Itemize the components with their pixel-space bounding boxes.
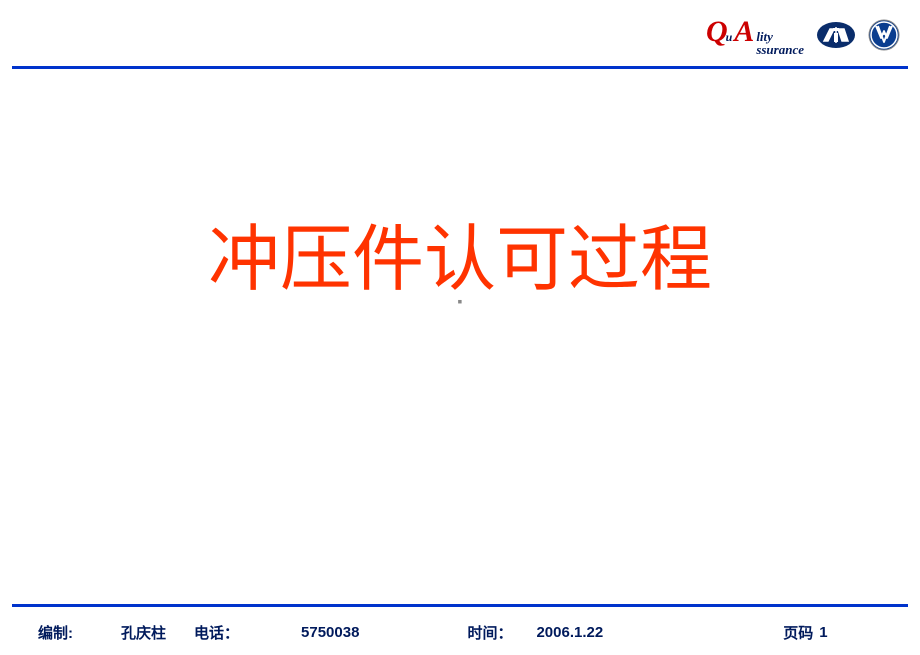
slide-header: Q u A lity ssurance	[0, 0, 920, 70]
qa-letter-a: A	[734, 15, 754, 49]
footer-time-label: 时间：	[467, 622, 512, 643]
footer-page-label: 页码	[783, 622, 813, 643]
qa-ssurance: ssurance	[756, 43, 804, 56]
center-dot: ▪	[458, 295, 463, 311]
qa-letter-u: u	[726, 30, 733, 45]
header-divider	[12, 66, 908, 69]
footer-phone-value: 5750038	[301, 624, 359, 641]
footer-author-value: 孔庆柱	[121, 622, 166, 643]
slide-footer: 编制: 孔庆柱 电话： 5750038 时间： 2006.1.22 页码 1	[0, 609, 920, 655]
footer-page-value: 1	[819, 624, 827, 641]
footer-time-value: 2006.1.22	[536, 624, 603, 641]
qa-lity: lity	[756, 30, 804, 43]
qa-letter-q: Q	[706, 15, 728, 49]
footer-divider	[12, 604, 908, 607]
vw-logo-icon	[868, 19, 900, 51]
qa-logo: Q u A lity ssurance	[706, 15, 804, 56]
slide-title: 冲压件认可过程	[0, 200, 920, 305]
faw-logo-icon	[816, 21, 856, 49]
qa-text: lity ssurance	[756, 30, 804, 56]
footer-phone-label: 电话：	[194, 622, 239, 643]
footer-author-label: 编制:	[38, 622, 73, 643]
